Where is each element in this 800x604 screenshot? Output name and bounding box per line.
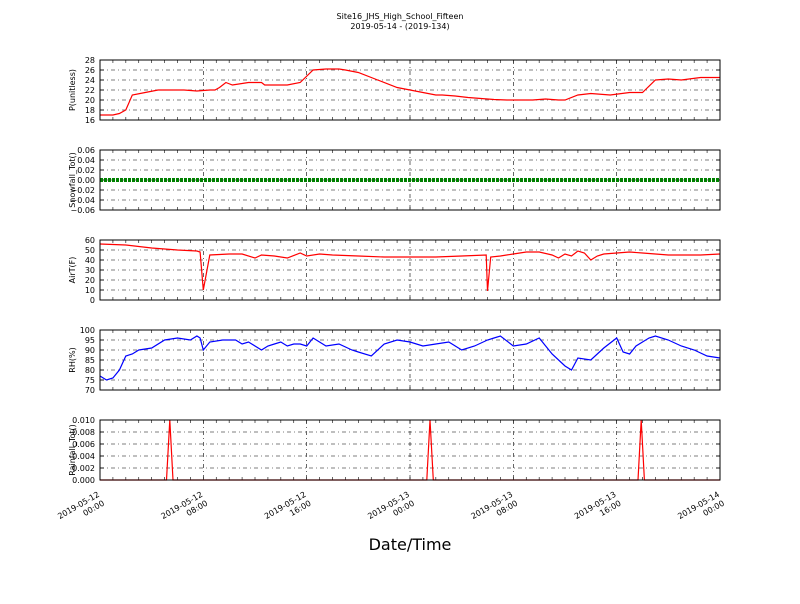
y-tick-label: 0.006	[72, 440, 95, 449]
y-tick-label: −0.04	[70, 196, 95, 205]
y-tick-label: 0.010	[72, 416, 95, 425]
y-tick-label: 22	[85, 86, 95, 95]
y-tick-label: 95	[85, 336, 95, 345]
x-tick-label: 2019-05-1316:00	[573, 490, 623, 530]
y-tick-label: 100	[80, 326, 95, 335]
y-axis-label: Rainfall_Tot()	[68, 424, 77, 476]
panel-frame	[99, 419, 721, 481]
y-axis-label: P(unitless)	[68, 69, 77, 111]
y-tick-label: 0.06	[77, 146, 95, 155]
panel-frame	[99, 149, 721, 211]
y-tick-label: 20	[85, 96, 95, 105]
x-tick-label: 2019-05-1216:00	[263, 490, 313, 530]
panel-frame	[99, 329, 721, 391]
y-tick-label: 90	[85, 346, 95, 355]
y-tick-label: 40	[85, 256, 95, 265]
y-tick-label: 80	[85, 366, 95, 375]
y-tick-label: 10	[85, 286, 95, 295]
y-axis-label: Snowfall_Tot()	[68, 152, 77, 208]
y-tick-label: 28	[85, 56, 95, 65]
y-axis-label: RH(%)	[68, 347, 77, 372]
y-tick-label: 26	[85, 66, 95, 75]
x-tick-label: 2019-05-1208:00	[160, 490, 210, 530]
y-tick-label: 30	[85, 266, 95, 275]
y-tick-label: −0.02	[70, 186, 95, 195]
x-tick-label: 2019-05-1400:00	[676, 490, 726, 530]
y-tick-label: −0.06	[70, 206, 95, 215]
x-tick-label: 2019-05-1300:00	[366, 490, 416, 530]
series-line-1	[100, 68, 720, 116]
y-tick-label: 0.00	[77, 176, 95, 185]
y-tick-label: 50	[85, 246, 95, 255]
y-tick-label: 75	[85, 376, 95, 385]
y-tick-label: 0.002	[72, 464, 95, 473]
y-tick-label: 0.008	[72, 428, 95, 437]
chart-title: Site16_JHS_High_School_Fifteen	[337, 12, 464, 21]
y-tick-label: 20	[85, 276, 95, 285]
y-tick-label: 0	[90, 296, 95, 305]
chart-subtitle: 2019-05-14 - (2019-134)	[350, 22, 449, 31]
y-tick-label: 0.000	[72, 476, 95, 485]
series-line-3	[99, 243, 721, 292]
y-tick-label: 0.04	[77, 156, 95, 165]
series-line-4	[99, 335, 721, 381]
y-tick-label: 24	[85, 76, 95, 85]
x-tick-label: 2019-05-1308:00	[470, 490, 520, 530]
x-tick-label: 2019-05-1200:00	[56, 490, 106, 530]
y-tick-label: 85	[85, 356, 95, 365]
y-tick-label: 0.004	[72, 452, 95, 461]
y-tick-label: 16	[85, 116, 95, 125]
y-tick-label: 60	[85, 236, 95, 245]
panel-frame	[99, 59, 721, 121]
y-axis-label: AirT(F)	[68, 257, 77, 284]
panel-frame	[99, 239, 721, 301]
y-tick-label: 0.02	[77, 166, 95, 175]
y-tick-label: 70	[85, 386, 95, 395]
y-tick-label: 18	[85, 106, 95, 115]
x-axis-label: Date/Time	[369, 535, 452, 554]
